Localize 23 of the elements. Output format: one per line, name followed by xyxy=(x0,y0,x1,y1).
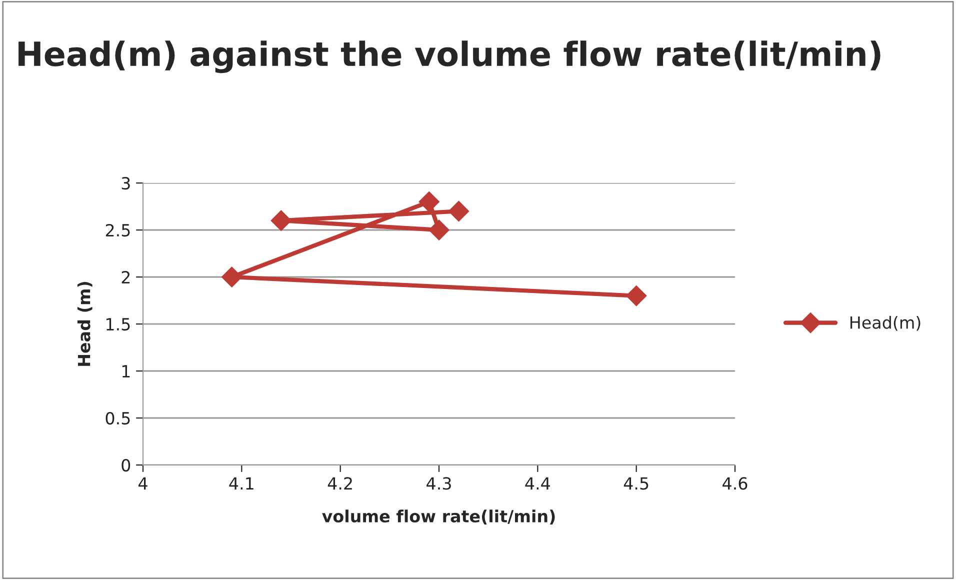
x-tick-label: 4.1 xyxy=(229,477,254,490)
point xyxy=(428,220,450,240)
x-tick-label: 4.4 xyxy=(525,477,550,490)
point xyxy=(626,285,647,306)
y-tick-label: 2.5 xyxy=(106,224,130,237)
y-tick-label: 1.5 xyxy=(106,318,130,331)
point xyxy=(418,191,440,212)
x-tick-label: 4.5 xyxy=(624,477,648,490)
y-axis-title: Head (m) xyxy=(77,282,92,366)
y-tick-label: 2 xyxy=(122,270,130,284)
y-tick-label: 3 xyxy=(122,176,130,190)
y-tick-label: 1 xyxy=(122,365,130,378)
point xyxy=(270,210,292,231)
y-tick-label: 0.5 xyxy=(106,412,130,425)
chart-title: Head(m) against the volume flow rate(lit/min) xyxy=(18,40,880,74)
point xyxy=(448,200,470,222)
y-tick-label: 0 xyxy=(122,458,130,472)
x-tick-label: 4 xyxy=(138,477,148,490)
x-tick-label: 4.2 xyxy=(328,477,352,490)
x-axis-title: volume flow rate(lit/min) xyxy=(322,510,555,524)
x-tick-label: 4.3 xyxy=(426,477,451,490)
x-tick-label: 4.6 xyxy=(722,477,748,490)
legend-label: Head(m) xyxy=(850,316,920,331)
